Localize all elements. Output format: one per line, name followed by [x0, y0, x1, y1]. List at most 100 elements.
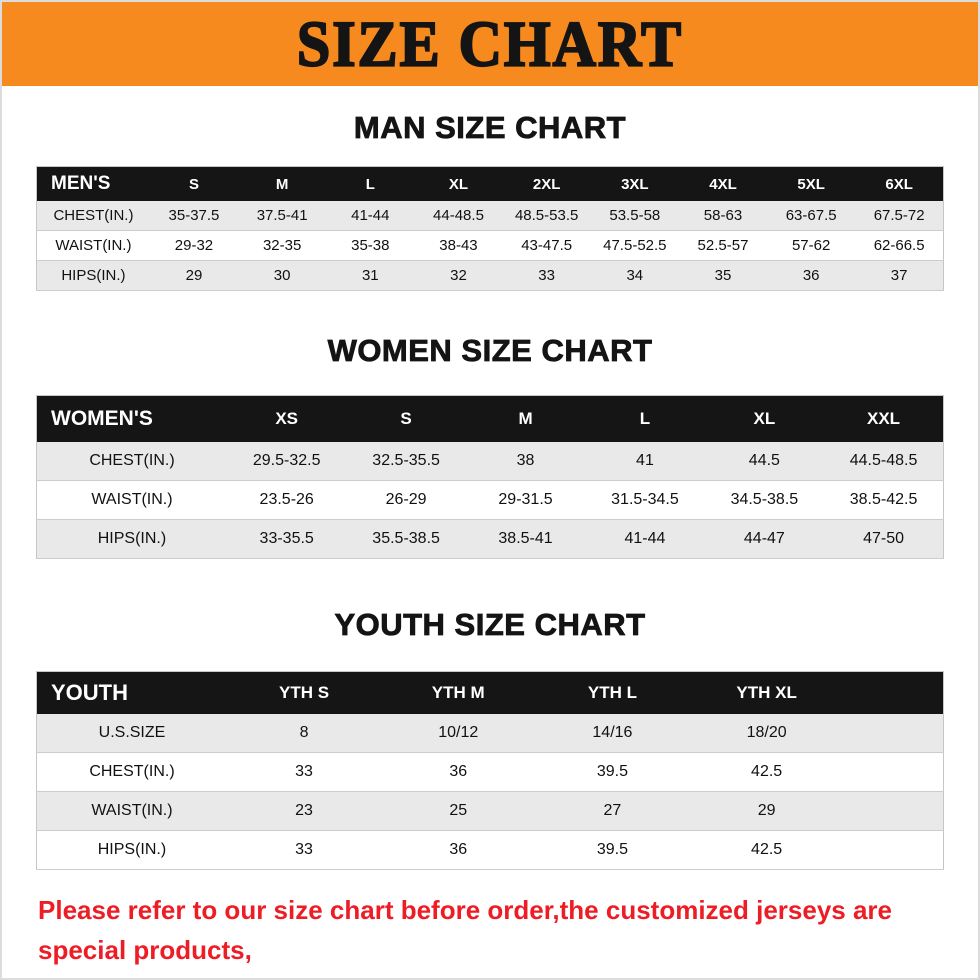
size-value: 18/20 — [746, 724, 787, 741]
column-header: XS — [226, 395, 347, 442]
size-value: 43-47.5 — [521, 237, 573, 254]
size-value: 47-50 — [863, 530, 904, 547]
size-value: 35.5-38.5 — [372, 530, 440, 547]
column-header: M — [238, 166, 327, 201]
column-header: 3XL — [590, 166, 679, 201]
size-value: 25 — [449, 802, 468, 819]
table-title-cell: WOMEN'S — [36, 395, 227, 442]
table-row: HIPS(IN.) 29 30 31 32 33 34 35 36 37 — [36, 260, 944, 291]
row-label: CHEST(IN.) — [89, 763, 175, 780]
size-value: 44-47 — [743, 530, 785, 547]
row-label: CHEST(IN.) — [89, 452, 175, 469]
table-row: HIPS(IN.) 33 36 39.5 42.5 — [36, 830, 944, 870]
size-value: 41-44 — [351, 207, 390, 224]
women-size-section: WOMEN SIZE CHART WOMEN'S XS S M L XL XXL CHEST(… — [36, 333, 944, 559]
table-row: WAIST(IN.) 23 25 27 29 — [36, 791, 944, 831]
men-size-section: MAN SIZE CHART MEN'S S M L XL 2XL 3XL 4XL 5XL 6XL… — [36, 110, 944, 291]
content: MAN SIZE CHART MEN'S S M L XL 2XL 3XL 4XL 5XL 6XL… — [2, 110, 978, 978]
youth-size-table: YOUTH YTH S YTH M YTH L YTH XL U.S.SIZE 8 10/12… — [36, 671, 944, 870]
size-value: 48.5-53.5 — [514, 207, 579, 224]
column-header: L — [326, 166, 415, 201]
size-value: 30 — [273, 267, 291, 284]
size-value: 29-31.5 — [498, 491, 553, 508]
size-value: 44.5 — [748, 452, 780, 469]
size-value: 58-63 — [703, 207, 743, 224]
row-label: WAIST(IN.) — [55, 237, 132, 254]
size-value: 62-66.5 — [873, 237, 925, 254]
row-label: HIPS(IN.) — [97, 841, 167, 858]
size-value: 35-38 — [351, 237, 390, 254]
table-row: CHEST(IN.) 35-37.5 37.5-41 41-44 44-48.5 48.5… — [36, 201, 944, 231]
table-header-row: MEN'S S M L XL 2XL 3XL 4XL 5XL 6XL — [36, 166, 944, 201]
order-notice: Please refer to our size chart before or… — [38, 890, 942, 978]
row-label: HIPS(IN.) — [61, 267, 126, 284]
row-label: HIPS(IN.) — [97, 530, 167, 547]
size-value: 37 — [890, 267, 908, 284]
column-header: YTH S — [226, 671, 382, 714]
column-header: XL — [414, 166, 503, 201]
size-value: 57-62 — [791, 237, 831, 254]
size-value: 41-44 — [624, 530, 666, 547]
size-value: 38.5-42.5 — [849, 491, 918, 508]
notice-line-1: Please refer to our size chart before or… — [38, 895, 893, 965]
youth-size-section: YOUTH SIZE CHART YOUTH YTH S YTH M YTH L YTH… — [36, 607, 944, 870]
size-value: 52.5-57 — [697, 237, 749, 254]
size-value: 29 — [185, 267, 203, 284]
table-row: CHEST(IN.) 33 36 39.5 42.5 — [36, 752, 944, 792]
row-label: U.S.SIZE — [98, 724, 166, 741]
table-row: U.S.SIZE 8 10/12 14/16 18/20 — [36, 714, 944, 753]
table-row: WAIST(IN.) 23.5-26 26-29 29-31.5 31.5-34.5 34… — [36, 480, 944, 520]
size-value: 8 — [299, 724, 309, 741]
column-header: S — [149, 166, 239, 201]
column-header: 4XL — [678, 166, 768, 201]
spacer-cell — [843, 671, 944, 714]
size-value: 34 — [626, 267, 644, 284]
spacer-cell — [844, 831, 944, 870]
size-value: 38 — [516, 452, 535, 469]
spacer-cell — [844, 792, 944, 831]
size-value: 37.5-41 — [256, 207, 308, 224]
size-value: 38.5-41 — [498, 530, 553, 547]
row-label: WAIST(IN.) — [91, 491, 173, 508]
size-value: 32.5-35.5 — [372, 452, 440, 469]
column-header: 6XL — [855, 166, 944, 201]
column-header: M — [465, 395, 586, 442]
size-value: 39.5 — [596, 841, 628, 858]
size-value: 35-37.5 — [168, 207, 220, 224]
table-row: HIPS(IN.) 33-35.5 35.5-38.5 38.5-41 41-44 44-… — [36, 519, 944, 559]
size-value: 10/12 — [438, 724, 479, 741]
table-row: WAIST(IN.) 29-32 32-35 35-38 38-43 43-47.5 47.… — [36, 230, 944, 261]
size-value: 44-48.5 — [433, 207, 484, 224]
size-value: 27 — [603, 802, 622, 819]
size-value: 32 — [450, 267, 467, 284]
column-header: YTH M — [381, 671, 536, 714]
notice-line-2: we don't accept cancel, change, teturn o… — [38, 970, 942, 978]
size-value: 34.5-38.5 — [730, 491, 799, 508]
size-value: 31.5-34.5 — [611, 491, 679, 508]
size-value: 35 — [714, 267, 732, 284]
size-value: 26-29 — [385, 491, 427, 508]
table-title-cell: MEN'S — [36, 166, 150, 201]
size-value: 36 — [449, 841, 468, 858]
size-value: 23 — [295, 802, 313, 819]
row-label: WAIST(IN.) — [91, 802, 173, 819]
column-header: 5XL — [767, 166, 856, 201]
size-value: 41 — [636, 452, 654, 469]
size-value: 33 — [295, 763, 313, 780]
column-header: XL — [704, 395, 825, 442]
column-header: XXL — [824, 395, 944, 442]
size-value: 33 — [538, 267, 555, 284]
page-title: SIZE CHART — [296, 7, 684, 80]
size-value: 44.5-48.5 — [849, 452, 918, 469]
size-value: 67.5-72 — [873, 207, 925, 224]
size-value: 33-35.5 — [259, 530, 314, 547]
size-value: 31 — [361, 267, 379, 284]
size-value: 42.5 — [751, 841, 783, 858]
table-title-cell: YOUTH — [36, 671, 227, 714]
size-value: 42.5 — [751, 763, 783, 780]
women-section-heading: WOMEN SIZE CHART — [327, 333, 653, 369]
size-value: 53.5-58 — [609, 207, 661, 224]
table-header-row: WOMEN'S XS S M L XL XXL — [36, 395, 944, 442]
size-value: 32-35 — [262, 237, 302, 254]
